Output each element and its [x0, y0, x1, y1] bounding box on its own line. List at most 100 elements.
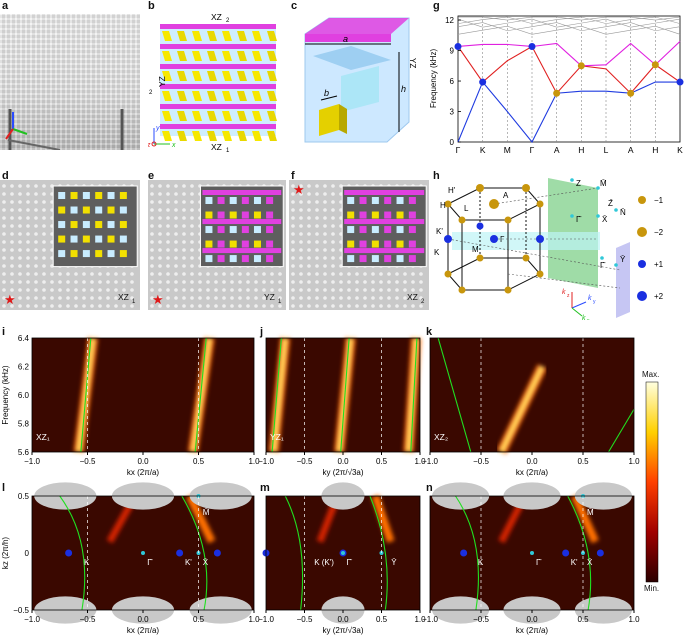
photo-bump — [307, 280, 311, 284]
bz-point — [536, 200, 544, 208]
photo-bump — [98, 296, 102, 300]
bz-point — [458, 216, 466, 224]
photo-bump — [42, 208, 46, 212]
photo-bump — [262, 296, 266, 300]
inset-pillar — [107, 206, 115, 214]
photo-bump — [331, 184, 335, 188]
heatmap-xtick-label: 0.0 — [137, 457, 149, 466]
photo-bump — [50, 304, 54, 308]
heat-band-core — [190, 337, 212, 453]
inset-pillar — [266, 197, 274, 204]
photo-bump — [323, 184, 327, 188]
band-degenerate-point — [454, 42, 462, 50]
inset-pillar — [229, 211, 237, 219]
photo-bump — [130, 280, 134, 284]
photo-bump — [174, 264, 178, 268]
heatmap-xtick-label: 0.5 — [376, 615, 388, 624]
photo-bump — [299, 224, 303, 228]
heatmap-label: XZ₁ — [36, 432, 50, 442]
photo-bump — [50, 296, 54, 300]
inset-pillar — [384, 226, 392, 234]
bz-point — [444, 235, 452, 243]
heatmap-ytick-label: −0.5 — [13, 606, 29, 615]
photo-bump — [307, 208, 311, 212]
photo-bump — [379, 304, 383, 308]
photo-bump — [158, 240, 162, 244]
photo-bump — [26, 224, 30, 228]
inset-pillar — [70, 192, 78, 199]
b-pillar — [267, 51, 277, 61]
panel-label-n: n — [426, 482, 433, 494]
photo-bump — [411, 304, 415, 308]
photo-canvas: ★ XZ 2 — [289, 180, 429, 310]
b-pillar — [237, 91, 247, 101]
inset-pillar — [359, 211, 367, 219]
photo-bump — [246, 280, 250, 284]
heatmap-xtick-label: 0.0 — [526, 615, 538, 624]
photo-bump — [26, 232, 30, 236]
photo-bump — [106, 296, 110, 300]
photo-bump — [347, 296, 351, 300]
b-pillar — [222, 71, 232, 81]
photo-bump — [10, 296, 14, 300]
photo-bump — [190, 240, 194, 244]
band-ytick-label: 3 — [450, 108, 455, 117]
photo-bump — [262, 272, 266, 276]
heatmap-xtick-label: 1.0 — [248, 615, 260, 624]
band-ytick-label: 12 — [445, 16, 454, 25]
panel-label-d: d — [2, 170, 9, 182]
photo-bump — [158, 280, 162, 284]
photo-bump — [2, 288, 6, 292]
bz-point — [476, 254, 484, 262]
b-pillar — [207, 51, 217, 61]
photo-bump — [419, 304, 423, 308]
photo-bump — [182, 264, 186, 268]
b-pillar — [237, 111, 247, 121]
photo-bump — [130, 272, 134, 276]
bz-point — [522, 184, 530, 192]
heatmap-panel-i: XZ₁ −1.0 −0.5 0.0 0.5 1.0 kx (2π/a) 5.6 5.8 6.0 6.… — [1, 334, 260, 477]
photo-bump — [246, 272, 250, 276]
photo-bump — [90, 304, 94, 308]
photo-bump — [403, 304, 407, 308]
model-arc-line — [369, 495, 388, 611]
photo-bump — [323, 280, 327, 284]
bz-projection-point — [570, 214, 574, 218]
photo-bump — [166, 208, 170, 212]
b-pillar — [207, 31, 217, 41]
photo-bump — [411, 296, 415, 300]
band-degenerate-point — [553, 89, 561, 97]
photo-bump — [34, 304, 38, 308]
star-marker: ★ — [293, 182, 305, 197]
b-pillar — [192, 91, 202, 101]
photo-bump — [158, 272, 162, 276]
model-arc-line — [567, 495, 592, 611]
photo-bump — [2, 232, 6, 236]
heat-band — [498, 500, 525, 544]
photo-bump — [411, 272, 415, 276]
heatmap-xtick-label: 0.5 — [376, 457, 388, 466]
photo-bump — [58, 304, 62, 308]
photo-bump — [82, 272, 86, 276]
bz-projection-point — [570, 178, 574, 182]
photo-bump — [26, 264, 30, 268]
photo-bump — [270, 288, 274, 292]
photo-bump — [299, 216, 303, 220]
photo-bump — [34, 240, 38, 244]
photo-bump — [182, 296, 186, 300]
photo-bump — [347, 280, 351, 284]
photo-bump — [98, 288, 102, 292]
photo-bump — [10, 240, 14, 244]
heatmap-xlabel: kx (2π/a) — [516, 626, 549, 635]
point-label: K — [84, 558, 90, 567]
panel-label-e: e — [148, 170, 155, 182]
photo-bump — [10, 272, 14, 276]
photo-bump — [222, 304, 226, 308]
svg-text:Z: Z — [576, 179, 581, 188]
inset-pillar — [70, 221, 78, 229]
photo-bump — [114, 280, 118, 284]
photo-bump — [158, 232, 162, 236]
photo-bump — [58, 272, 62, 276]
photo-bump — [315, 216, 319, 220]
heatmap-label: YZ₁ — [270, 432, 284, 442]
